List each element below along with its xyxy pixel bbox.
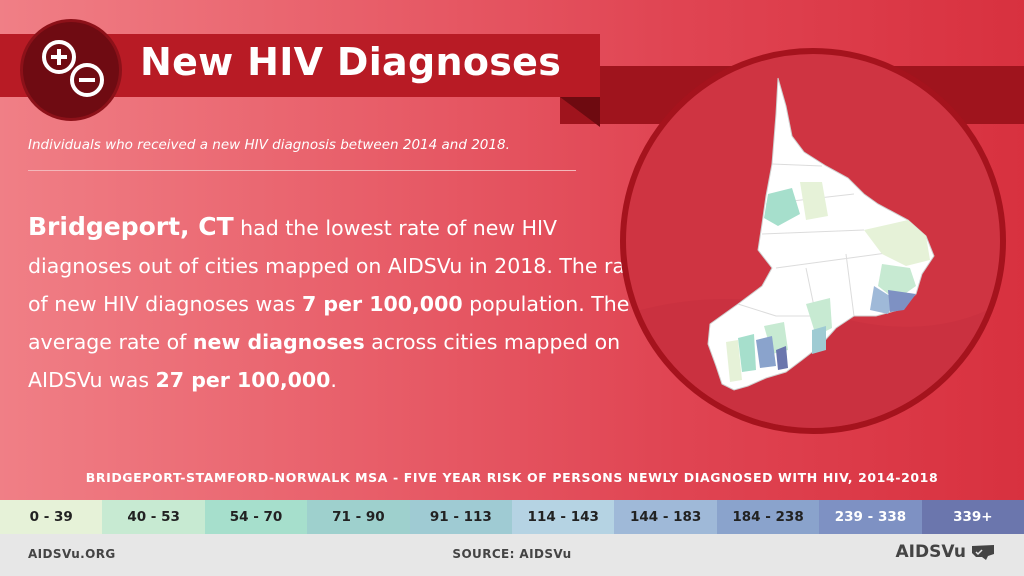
- msa-map: [626, 77, 1000, 428]
- logo-text: AIDSVu: [895, 542, 967, 562]
- source-note: SOURCE: AIDSVu: [452, 547, 572, 561]
- legend-bin: 40 - 53: [102, 500, 205, 534]
- map-circle: [620, 48, 1006, 434]
- legend-title: BRIDGEPORT-STAMFORD-NORWALK MSA - FIVE Y…: [85, 470, 939, 485]
- summary-text-2: population. The average rate of: [28, 292, 630, 354]
- city-rate: 7 per 100,000: [302, 292, 463, 316]
- legend-bin: 114 - 143: [512, 500, 615, 534]
- legend-bar: 0 - 39 40 - 53 54 - 70 71 - 90 91 - 113 …: [0, 500, 1024, 534]
- emphasis-text: new diagnoses: [192, 330, 365, 354]
- usa-map-icon: [972, 545, 994, 560]
- summary-text-4: .: [330, 368, 337, 392]
- summary-paragraph: Bridgeport, CT had the lowest rate of ne…: [28, 208, 648, 399]
- legend-bin: 0 - 39: [0, 500, 103, 534]
- ribbon-fold: [560, 97, 600, 127]
- divider: [28, 170, 576, 171]
- plus-minus-icon: [20, 19, 122, 121]
- legend-bin: 144 - 183: [614, 500, 717, 534]
- footer: AIDSVu.ORG SOURCE: AIDSVu AIDSVu: [0, 534, 1024, 576]
- summary-text-3: across cities mapped on AIDSVu was: [28, 330, 621, 392]
- legend-bin: 54 - 70: [204, 500, 308, 534]
- summary-text-1: had the lowest rate of new HIV diagnoses…: [28, 216, 646, 316]
- average-rate: 27 per 100,000: [155, 368, 331, 392]
- aidsvu-logo: AIDSVu: [896, 542, 997, 562]
- legend-bin: 71 - 90: [307, 500, 410, 534]
- website-link[interactable]: AIDSVu.ORG: [28, 547, 116, 561]
- legend-bin: 239 - 338: [819, 500, 922, 534]
- page-title: New HIV Diagnoses: [140, 40, 562, 84]
- legend-bin: 184 - 238: [716, 500, 820, 534]
- legend-bin: 91 - 113: [409, 500, 513, 534]
- city-name: Bridgeport, CT: [28, 212, 234, 241]
- legend-bin: 339+: [921, 500, 1024, 534]
- subtitle: Individuals who received a new HIV diagn…: [28, 137, 510, 153]
